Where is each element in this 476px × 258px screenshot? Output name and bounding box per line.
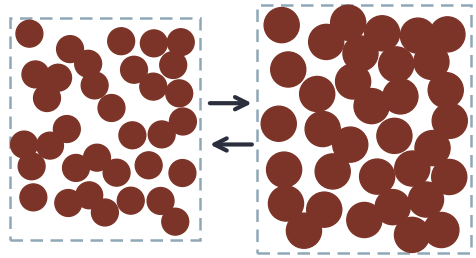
Circle shape	[140, 30, 167, 57]
Circle shape	[81, 72, 108, 99]
Circle shape	[307, 192, 342, 227]
Circle shape	[103, 159, 130, 186]
Circle shape	[428, 72, 463, 108]
Circle shape	[395, 217, 429, 252]
Circle shape	[261, 106, 296, 141]
Circle shape	[76, 182, 103, 209]
Circle shape	[414, 44, 449, 79]
Circle shape	[120, 56, 148, 83]
Circle shape	[383, 79, 418, 114]
Circle shape	[375, 190, 410, 225]
Circle shape	[415, 131, 450, 166]
Circle shape	[305, 111, 340, 147]
Circle shape	[16, 20, 43, 47]
Circle shape	[308, 24, 344, 59]
Circle shape	[91, 199, 119, 226]
Circle shape	[408, 182, 444, 217]
Circle shape	[287, 213, 321, 248]
Circle shape	[84, 144, 110, 171]
Circle shape	[10, 131, 38, 158]
Circle shape	[299, 76, 335, 111]
Circle shape	[119, 122, 146, 149]
Circle shape	[169, 108, 196, 135]
Circle shape	[432, 159, 467, 195]
Bar	[257, 5, 471, 253]
Circle shape	[430, 17, 465, 52]
Circle shape	[57, 36, 83, 62]
Circle shape	[379, 47, 414, 82]
Circle shape	[333, 127, 368, 162]
Circle shape	[75, 50, 101, 77]
Circle shape	[45, 64, 71, 91]
Circle shape	[22, 61, 49, 88]
Bar	[10, 18, 200, 240]
Circle shape	[264, 7, 299, 43]
Circle shape	[169, 160, 196, 187]
Circle shape	[160, 52, 187, 78]
Circle shape	[135, 152, 162, 179]
Circle shape	[98, 95, 125, 122]
Circle shape	[343, 36, 378, 71]
Circle shape	[140, 73, 167, 100]
Circle shape	[166, 80, 193, 107]
Circle shape	[118, 187, 144, 214]
Circle shape	[347, 203, 382, 238]
Circle shape	[20, 184, 47, 211]
Circle shape	[168, 29, 194, 56]
Circle shape	[432, 103, 467, 138]
Circle shape	[365, 16, 400, 51]
Circle shape	[331, 5, 366, 40]
Circle shape	[424, 212, 459, 247]
Circle shape	[147, 188, 174, 214]
Circle shape	[162, 208, 188, 235]
Circle shape	[359, 159, 395, 194]
Circle shape	[149, 121, 175, 148]
Circle shape	[268, 186, 304, 221]
Circle shape	[377, 118, 412, 154]
Circle shape	[395, 151, 430, 186]
Circle shape	[354, 88, 389, 124]
Circle shape	[336, 64, 371, 99]
Circle shape	[315, 154, 350, 189]
Circle shape	[53, 116, 80, 142]
Circle shape	[37, 132, 63, 159]
Circle shape	[271, 52, 306, 87]
Circle shape	[108, 28, 135, 55]
Circle shape	[62, 155, 89, 181]
Circle shape	[18, 153, 45, 180]
Circle shape	[55, 190, 82, 216]
Circle shape	[34, 85, 60, 111]
Circle shape	[400, 18, 436, 53]
Circle shape	[267, 152, 302, 187]
